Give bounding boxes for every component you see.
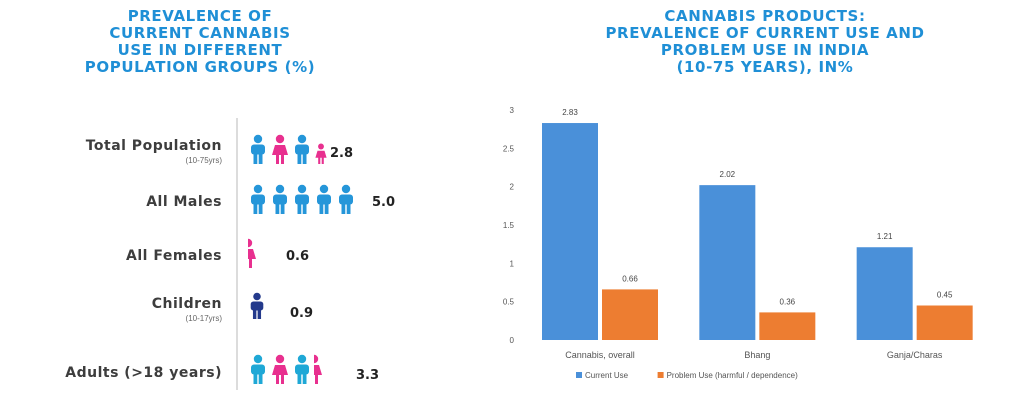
group-value: 0.6 xyxy=(286,249,310,264)
category-label: Cannabis, overall xyxy=(565,350,635,360)
group-sublabel: (10-75yrs) xyxy=(185,156,222,165)
group-row-adults: Adults (>18 years) 3.3 xyxy=(0,352,420,402)
people-icons xyxy=(248,292,268,332)
bar-current-use xyxy=(856,247,913,340)
legend-swatch xyxy=(657,372,664,378)
male-person-icon xyxy=(317,184,331,214)
bar-problem-use xyxy=(759,312,816,340)
legend-swatch xyxy=(576,372,582,378)
legend-label: Problem Use (harmful / dependence) xyxy=(667,371,799,380)
bar-chart: 0 0.5 1 1.5 2 2.5 3 2.83 0.66 Cannabis, overall 2.… xyxy=(503,106,973,380)
legend-label: Current Use xyxy=(585,371,629,380)
group-row-children: Children (10-17yrs) 0.9 xyxy=(0,290,420,340)
people-icons xyxy=(240,238,260,278)
male-person-icon xyxy=(250,292,264,319)
female-person-icon xyxy=(272,354,288,384)
category-label: Ganja/Charas xyxy=(887,350,943,360)
female-person-icon xyxy=(306,354,322,384)
bar-problem-use xyxy=(602,289,658,340)
group-label: Adults (>18 years) xyxy=(65,365,222,381)
people-icons xyxy=(248,354,326,394)
y-tick-label: 1.5 xyxy=(503,221,515,230)
male-person-icon xyxy=(295,134,309,164)
bar-current-use xyxy=(699,185,756,340)
people-icons xyxy=(248,184,358,224)
male-person-icon xyxy=(251,184,265,214)
male-person-icon xyxy=(273,184,287,214)
male-person-icon xyxy=(251,354,265,384)
y-tick-label: 2 xyxy=(510,183,515,192)
bar-data-label: 0.36 xyxy=(780,297,796,306)
bar-data-label: 0.45 xyxy=(937,291,953,300)
y-tick-label: 0 xyxy=(510,336,515,345)
left-panel: PREVALENCE OF CURRENT CANNABIS USE IN DI… xyxy=(0,0,420,404)
male-person-icon xyxy=(295,354,309,384)
group-label: All Males xyxy=(146,194,222,210)
left-panel-title: PREVALENCE OF CURRENT CANNABIS USE IN DI… xyxy=(84,7,316,76)
bar-data-label: 1.21 xyxy=(877,232,893,241)
male-person-icon xyxy=(295,184,309,214)
group-value: 0.9 xyxy=(290,306,314,321)
group-sublabel: (10-17yrs) xyxy=(185,314,222,323)
bar-problem-use xyxy=(916,305,973,340)
male-person-icon xyxy=(339,184,353,214)
group-label: Children xyxy=(151,296,222,312)
female-person-icon xyxy=(240,238,256,268)
group-row-females: All Females 0.6 xyxy=(0,234,420,284)
bar-data-label: 0.66 xyxy=(622,274,638,283)
group-value: 2.8 xyxy=(330,146,354,161)
group-value: 5.0 xyxy=(372,195,396,210)
y-tick-label: 2.5 xyxy=(503,144,515,153)
group-row-males: All Males 5.0 xyxy=(0,180,420,230)
bar-current-use xyxy=(542,123,598,341)
divider-line xyxy=(236,118,238,390)
y-tick-label: 1 xyxy=(510,259,515,268)
bar-data-label: 2.83 xyxy=(562,108,578,117)
female-person-icon xyxy=(272,134,288,164)
y-tick-label: 0.5 xyxy=(503,298,515,307)
female-person-icon xyxy=(315,143,327,164)
category-label: Bhang xyxy=(744,350,770,360)
y-tick-label: 3 xyxy=(510,106,515,115)
bar-data-label: 2.02 xyxy=(720,170,736,179)
group-row-total: Total Population (10-75yrs) 2.8 xyxy=(0,130,420,180)
group-value: 3.3 xyxy=(356,368,380,383)
group-label: Total Population xyxy=(85,138,222,154)
people-icons xyxy=(248,134,330,174)
group-label: All Females xyxy=(126,248,222,264)
chart-title: CANNABIS PRODUCTS: PREVALENCE OF CURRENT… xyxy=(605,7,925,76)
male-person-icon xyxy=(251,134,265,164)
